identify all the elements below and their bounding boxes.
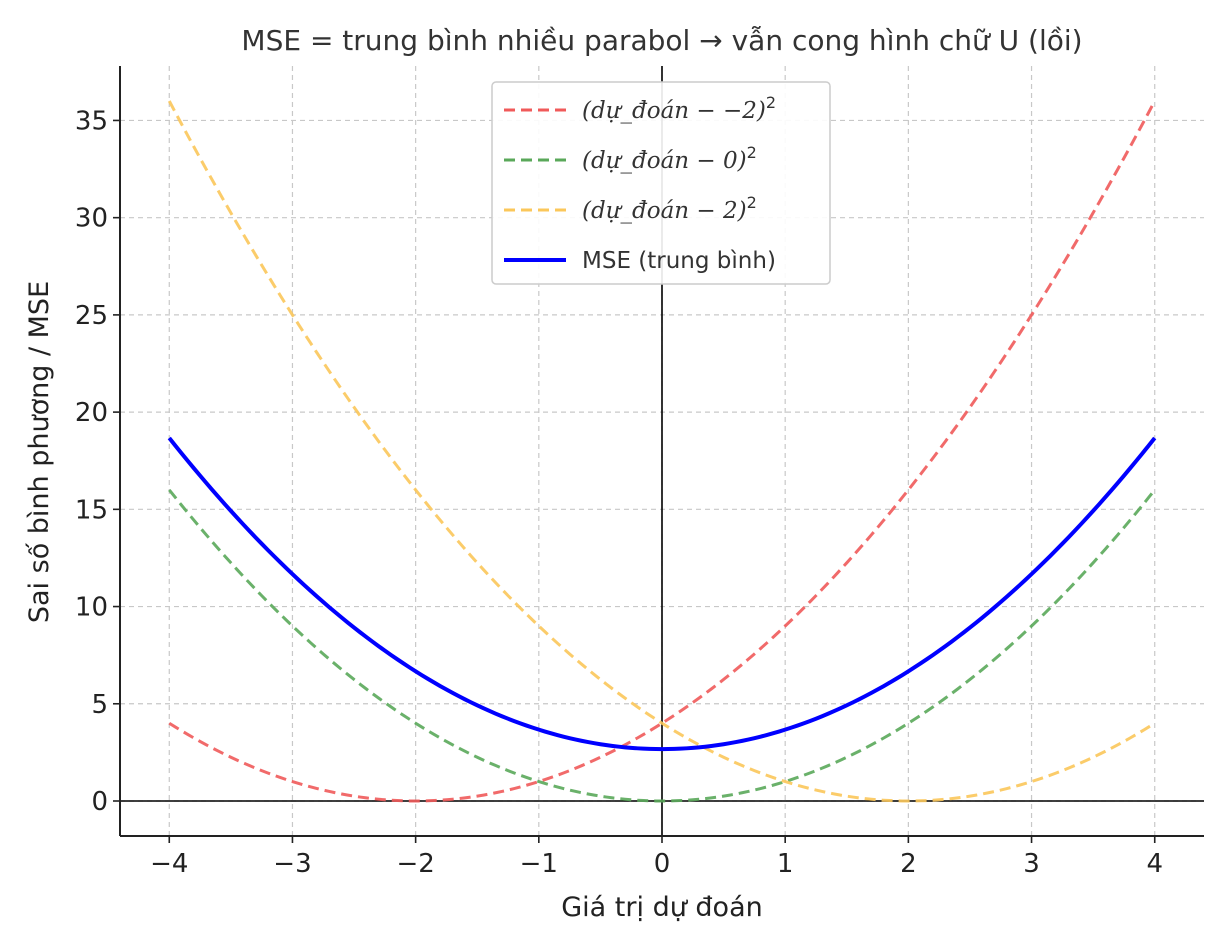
series-line-3 [167,100,1156,803]
x-tick-label: 0 [654,849,671,879]
x-tick-label: −2 [396,849,434,879]
series-line-2 [168,488,1156,803]
y-tick-label: 20 [75,398,108,428]
x-axis-label: Giá trị dự đoán [561,892,762,923]
x-tick-label: −3 [273,849,311,879]
x-tick-label: 2 [900,849,917,879]
legend-label-1: (dự_đoán − −2)2 [582,93,776,124]
y-tick-label: 5 [91,690,108,720]
x-tick-label: 1 [777,849,794,879]
x-axis-ticks: −4 −3 −2 −1 0 1 2 3 4 [150,836,1163,879]
y-tick-label: 35 [75,106,108,136]
chart-title: MSE = trung bình nhiều parabol → vẫn con… [241,24,1082,57]
x-tick-label: 3 [1023,849,1040,879]
legend-label-4: MSE (trung bình) [582,248,776,274]
y-axis-ticks: 0 5 10 15 20 25 30 35 [75,106,120,817]
series-layer [167,100,1157,803]
y-axis-label: Sai số bình phương / MSE [24,281,55,623]
y-tick-label: 15 [75,495,108,525]
y-tick-label: 10 [75,593,108,623]
y-tick-label: 25 [75,301,108,331]
series-line-4 [167,436,1157,752]
legend: (dự_đoán − −2)2 (dự_đoán − 0)2 (dự_đoán − … [491,81,831,285]
x-tick-label: −4 [150,849,188,879]
x-tick-label: −1 [520,849,558,879]
legend-label-3: (dự_đoán − 2)2 [582,193,757,224]
y-tick-label: 0 [91,787,108,817]
y-tick-label: 30 [75,204,108,234]
legend-box [491,81,831,285]
legend-label-2: (dự_đoán − 0)2 [582,143,757,174]
x-tick-label: 4 [1146,849,1163,879]
series-line-1 [168,100,1157,803]
